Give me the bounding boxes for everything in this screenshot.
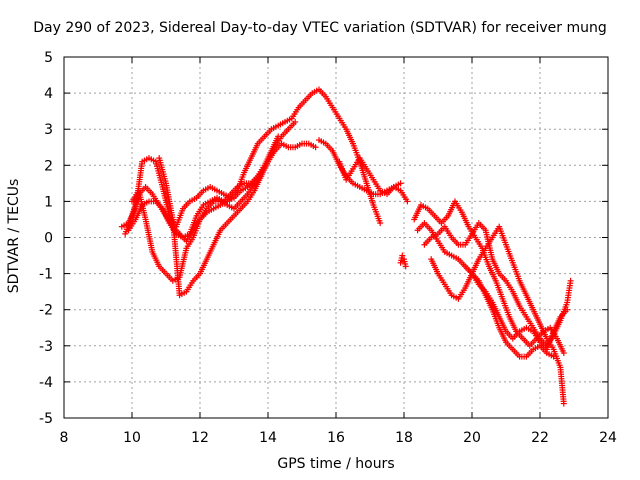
grid-layer <box>64 57 608 418</box>
y-tick-label: 3 <box>44 122 53 138</box>
x-tick-label: 22 <box>531 430 549 446</box>
x-tick-label: 16 <box>327 430 345 446</box>
y-tick-label: -2 <box>39 303 53 319</box>
y-tick-label: -4 <box>39 375 53 391</box>
y-tick-label: 5 <box>44 50 53 66</box>
data-point <box>550 353 557 360</box>
data-point <box>560 400 567 407</box>
data-point <box>404 198 411 205</box>
x-axis-label: GPS time / hours <box>277 456 395 472</box>
data-point <box>312 144 319 151</box>
y-axis-label: SDTVAR / TECUs <box>6 178 22 294</box>
x-tick-label: 24 <box>599 430 617 446</box>
x-tick-label: 12 <box>191 430 209 446</box>
x-tick-label: 20 <box>463 430 481 446</box>
y-tick-label: -3 <box>39 339 53 355</box>
x-tick-label: 8 <box>60 430 69 446</box>
data-point <box>397 180 404 187</box>
y-tick-label: 2 <box>44 158 53 174</box>
x-tick-label: 18 <box>395 430 413 446</box>
y-tick-label: 1 <box>44 194 53 210</box>
data-point <box>402 263 409 270</box>
y-tick-label: -5 <box>39 411 53 427</box>
y-tick-label: 0 <box>44 231 53 247</box>
x-tick-label: 14 <box>259 430 277 446</box>
data-point <box>377 220 384 227</box>
points-layer <box>118 86 574 407</box>
chart-title: Day 290 of 2023, Sidereal Day-to-day VTE… <box>33 20 607 36</box>
x-tick-label: 10 <box>123 430 141 446</box>
y-tick-label: 4 <box>44 86 53 102</box>
data-point <box>567 277 574 284</box>
data-point <box>560 350 567 357</box>
data-point <box>292 118 299 125</box>
y-tick-label: -1 <box>39 267 53 283</box>
data-point <box>399 252 406 259</box>
